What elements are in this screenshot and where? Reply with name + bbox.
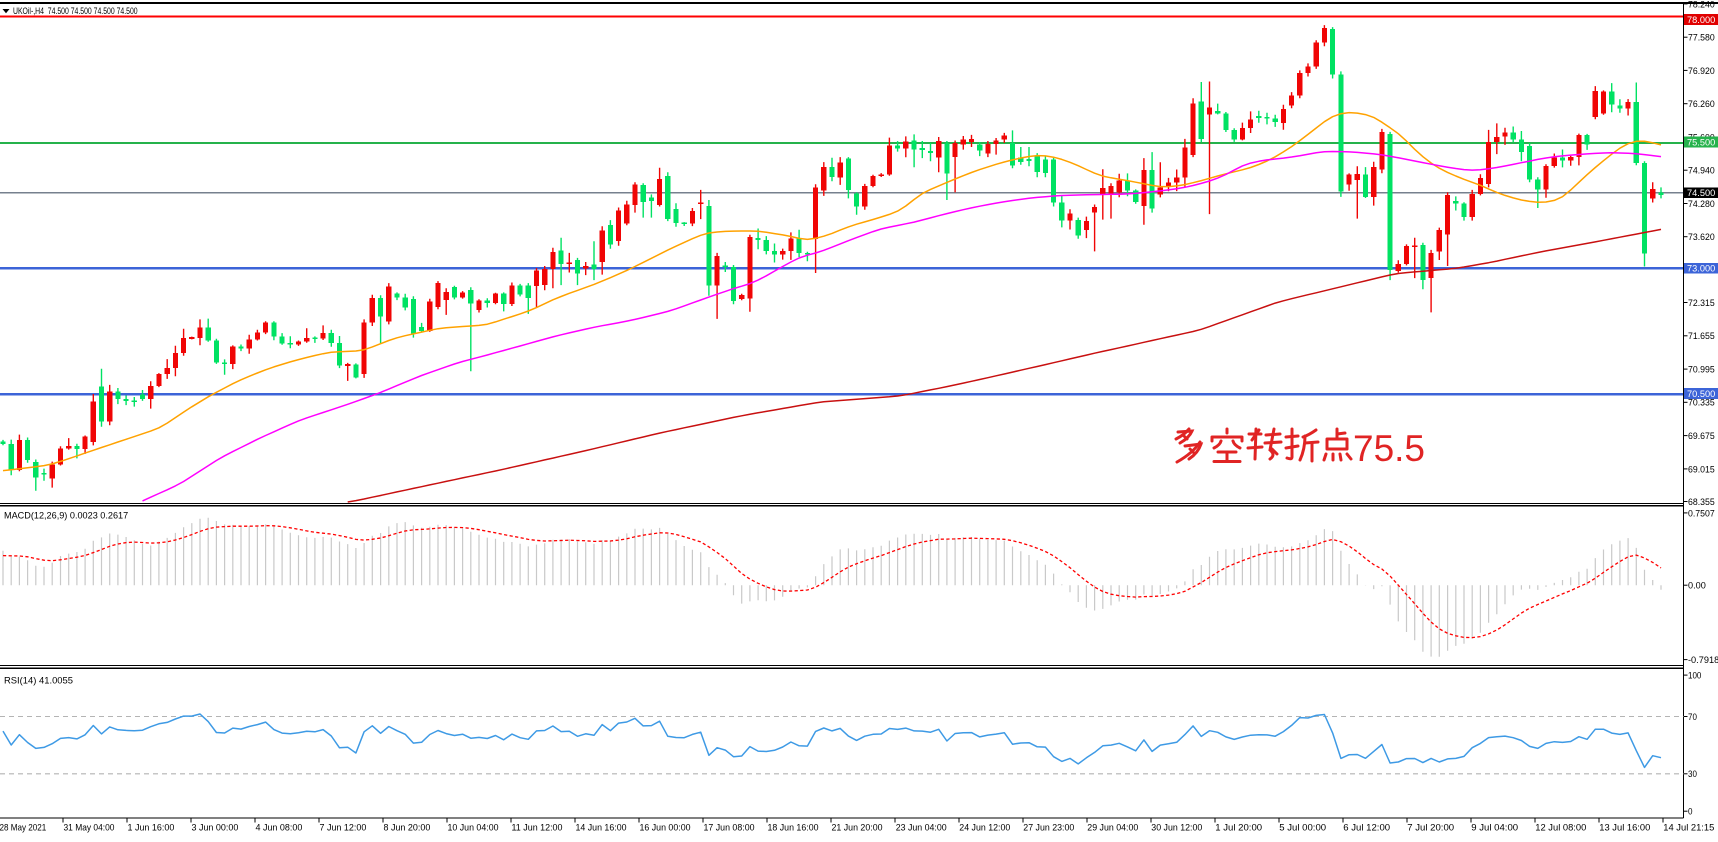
svg-text:72.315: 72.315 bbox=[1688, 298, 1715, 309]
svg-text:21 Jun 20:00: 21 Jun 20:00 bbox=[832, 823, 883, 834]
svg-text:13 Jul 16:00: 13 Jul 16:00 bbox=[1599, 823, 1650, 834]
svg-text:30 Jun 12:00: 30 Jun 12:00 bbox=[1151, 823, 1202, 834]
svg-text:3 Jun 00:00: 3 Jun 00:00 bbox=[192, 823, 239, 834]
svg-text:0.00: 0.00 bbox=[1688, 581, 1706, 592]
svg-text:74.940: 74.940 bbox=[1688, 166, 1715, 177]
svg-text:68.355: 68.355 bbox=[1688, 497, 1715, 508]
svg-text:11 Jun 12:00: 11 Jun 12:00 bbox=[512, 823, 563, 834]
svg-text:4 Jun 08:00: 4 Jun 08:00 bbox=[256, 823, 303, 834]
svg-text:14 Jul 21:15: 14 Jul 21:15 bbox=[1663, 823, 1714, 834]
svg-text:31 May 04:00: 31 May 04:00 bbox=[64, 823, 115, 834]
svg-text:16 Jun 00:00: 16 Jun 00:00 bbox=[640, 823, 691, 834]
svg-text:5 Jul 00:00: 5 Jul 00:00 bbox=[1279, 823, 1326, 834]
svg-text:77.580: 77.580 bbox=[1688, 33, 1715, 44]
svg-text:29 Jun 04:00: 29 Jun 04:00 bbox=[1087, 823, 1138, 834]
svg-text:73.000: 73.000 bbox=[1687, 264, 1715, 275]
svg-text:69.015: 69.015 bbox=[1688, 464, 1715, 475]
svg-text:1 Jun 16:00: 1 Jun 16:00 bbox=[128, 823, 175, 834]
svg-text:6 Jul 12:00: 6 Jul 12:00 bbox=[1343, 823, 1390, 834]
svg-text:70.500: 70.500 bbox=[1687, 389, 1715, 400]
svg-text:1 Jul 20:00: 1 Jul 20:00 bbox=[1215, 823, 1262, 834]
svg-text:27 Jun 23:00: 27 Jun 23:00 bbox=[1023, 823, 1074, 834]
svg-text:MACD(12,26,9) 0.0023 0.2617: MACD(12,26,9) 0.0023 0.2617 bbox=[4, 511, 128, 522]
svg-text:78.240: 78.240 bbox=[1688, 0, 1715, 10]
svg-text:74.500: 74.500 bbox=[1687, 188, 1715, 199]
svg-text:73.620: 73.620 bbox=[1688, 232, 1715, 243]
svg-text:70.335: 70.335 bbox=[1688, 398, 1715, 409]
svg-text:0: 0 bbox=[1688, 807, 1693, 818]
svg-text:70.995: 70.995 bbox=[1688, 365, 1715, 376]
svg-text:-0.7918: -0.7918 bbox=[1688, 655, 1718, 666]
svg-text:100: 100 bbox=[1688, 671, 1701, 682]
svg-text:9 Jul 04:00: 9 Jul 04:00 bbox=[1471, 823, 1518, 834]
svg-text:10 Jun 04:00: 10 Jun 04:00 bbox=[448, 823, 499, 834]
svg-text:7 Jul 20:00: 7 Jul 20:00 bbox=[1407, 823, 1454, 834]
svg-text:0.7507: 0.7507 bbox=[1688, 508, 1715, 519]
svg-text:24 Jun 12:00: 24 Jun 12:00 bbox=[959, 823, 1010, 834]
svg-text:7 Jun 12:00: 7 Jun 12:00 bbox=[320, 823, 367, 834]
svg-text:12 Jul 08:00: 12 Jul 08:00 bbox=[1535, 823, 1586, 834]
svg-text:28 May 2021: 28 May 2021 bbox=[0, 823, 46, 834]
svg-text:UKOil-,H4 74.500 74.500 74.50: UKOil-,H4 74.500 74.500 74.500 74.500 bbox=[13, 6, 138, 16]
svg-text:17 Jun 08:00: 17 Jun 08:00 bbox=[704, 823, 755, 834]
svg-text:76.920: 76.920 bbox=[1688, 66, 1715, 77]
svg-text:30: 30 bbox=[1688, 769, 1697, 780]
svg-text:23 Jun 04:00: 23 Jun 04:00 bbox=[896, 823, 947, 834]
svg-text:14 Jun 16:00: 14 Jun 16:00 bbox=[576, 823, 627, 834]
svg-text:8 Jun 20:00: 8 Jun 20:00 bbox=[384, 823, 431, 834]
svg-text:70: 70 bbox=[1688, 712, 1697, 723]
svg-text:69.675: 69.675 bbox=[1688, 431, 1715, 442]
svg-text:18 Jun 16:00: 18 Jun 16:00 bbox=[768, 823, 819, 834]
svg-text:78.000: 78.000 bbox=[1687, 15, 1715, 26]
svg-text:71.655: 71.655 bbox=[1688, 331, 1715, 342]
svg-text:75.5: 75.5 bbox=[1353, 428, 1425, 469]
svg-text:RSI(14) 41.0055: RSI(14) 41.0055 bbox=[4, 676, 73, 687]
svg-text:75.500: 75.500 bbox=[1687, 138, 1715, 149]
svg-text:74.280: 74.280 bbox=[1688, 199, 1715, 210]
svg-text:76.260: 76.260 bbox=[1688, 99, 1715, 110]
